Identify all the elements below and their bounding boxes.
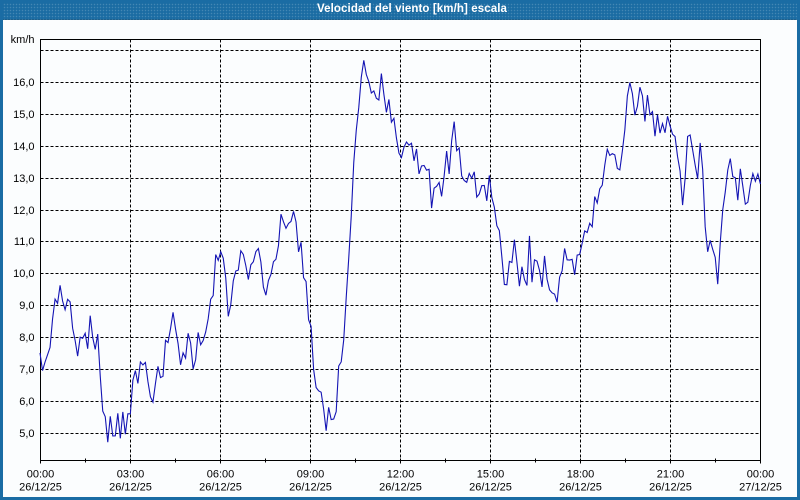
svg-text:21:00: 21:00: [657, 469, 685, 481]
svg-text:7,0: 7,0: [19, 364, 34, 376]
svg-text:12:00: 12:00: [387, 469, 415, 481]
svg-text:00:00: 00:00: [747, 469, 775, 481]
svg-text:26/12/25: 26/12/25: [289, 482, 332, 494]
svg-text:26/12/25: 26/12/25: [19, 482, 62, 494]
svg-text:km/h: km/h: [11, 34, 35, 46]
svg-text:10,0: 10,0: [13, 268, 34, 280]
svg-text:26/12/25: 26/12/25: [469, 482, 512, 494]
svg-text:06:00: 06:00: [207, 469, 235, 481]
svg-text:15,0: 15,0: [13, 109, 34, 121]
svg-text:16,0: 16,0: [13, 77, 34, 89]
svg-text:8,0: 8,0: [19, 332, 34, 344]
svg-text:12,0: 12,0: [13, 205, 34, 217]
svg-text:09:00: 09:00: [297, 469, 325, 481]
svg-text:6,0: 6,0: [19, 396, 34, 408]
svg-text:5,0: 5,0: [19, 428, 34, 440]
svg-text:18:00: 18:00: [567, 469, 595, 481]
svg-text:11,0: 11,0: [14, 236, 35, 248]
svg-text:26/12/25: 26/12/25: [199, 482, 242, 494]
svg-text:26/12/25: 26/12/25: [379, 482, 422, 494]
svg-text:26/12/25: 26/12/25: [109, 482, 152, 494]
svg-text:15:00: 15:00: [477, 469, 505, 481]
svg-text:26/12/25: 26/12/25: [649, 482, 692, 494]
svg-text:27/12/25: 27/12/25: [739, 482, 782, 494]
svg-text:9,0: 9,0: [19, 300, 34, 312]
svg-text:00:00: 00:00: [27, 469, 55, 481]
svg-text:13,0: 13,0: [13, 173, 34, 185]
svg-text:03:00: 03:00: [117, 469, 145, 481]
svg-text:26/12/25: 26/12/25: [559, 482, 602, 494]
svg-text:14,0: 14,0: [13, 141, 34, 153]
